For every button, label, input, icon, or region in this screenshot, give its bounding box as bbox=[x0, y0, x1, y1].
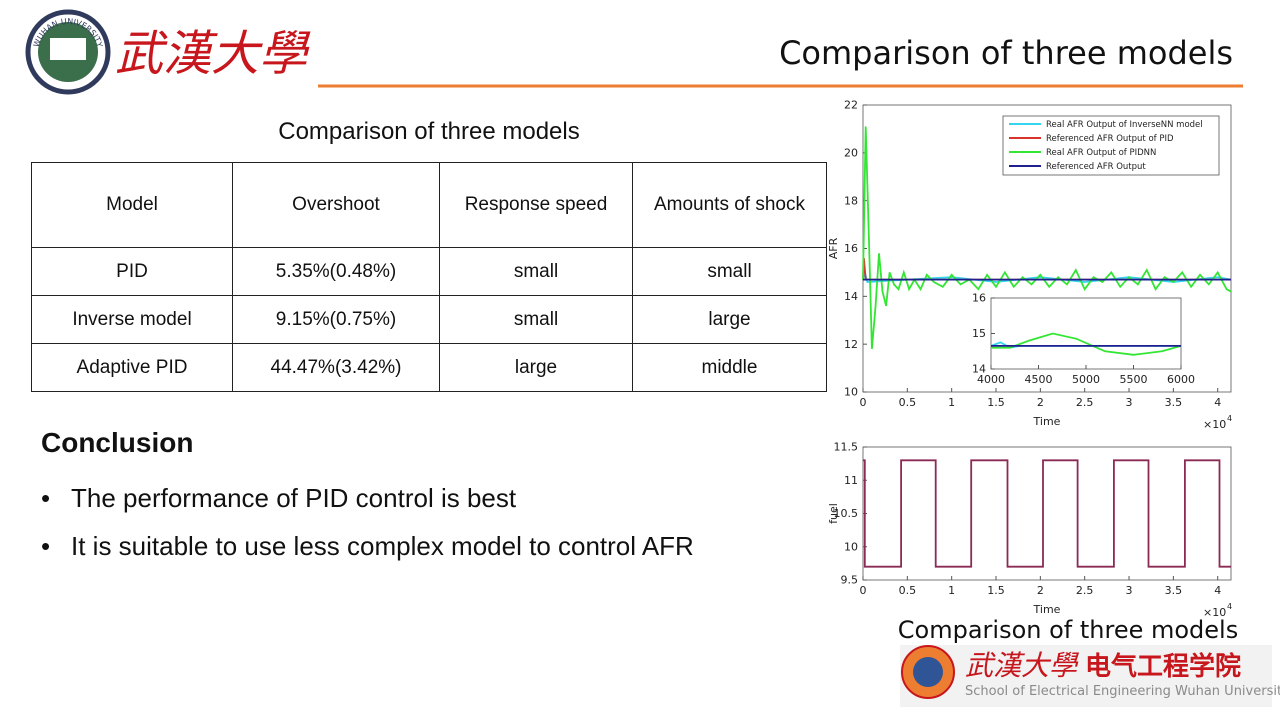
x-tick-label: 2 bbox=[1037, 396, 1044, 409]
x-multiplier-exp: 4 bbox=[1227, 414, 1232, 423]
bullet-text: It is suitable to use less complex model… bbox=[71, 531, 694, 561]
university-name: 武漢大學 bbox=[115, 26, 311, 82]
x-axis-label: Time bbox=[1033, 603, 1061, 616]
footer-seal-inner bbox=[913, 657, 943, 687]
x-tick-label: 4 bbox=[1214, 396, 1221, 409]
x-multiplier: ×10 bbox=[1203, 418, 1226, 431]
header-cell: Response speed bbox=[439, 162, 633, 248]
header-cell: Model bbox=[31, 162, 233, 248]
footer-band bbox=[900, 645, 1272, 707]
header-cell: Amounts of shock bbox=[632, 162, 827, 248]
footer-university: 武漢大學 bbox=[965, 649, 1080, 682]
x-tick-label: 1.5 bbox=[987, 396, 1005, 409]
data-line bbox=[862, 126, 1232, 349]
table-header-row: Model Overshoot Response speed Amounts o… bbox=[31, 162, 827, 248]
cell: PID bbox=[31, 247, 233, 296]
conclusion-list: • The performance of PID control is best … bbox=[41, 474, 731, 570]
y-tick-label: 10.5 bbox=[834, 507, 859, 520]
y-tick-label: 11 bbox=[844, 474, 858, 487]
figure-caption: Comparison of three models bbox=[898, 616, 1238, 644]
header-cell: Overshoot bbox=[232, 162, 440, 248]
cell: Adaptive PID bbox=[31, 343, 233, 392]
cell: middle bbox=[632, 343, 827, 392]
y-tick-label: 16 bbox=[844, 242, 858, 255]
x-tick-label: 0.5 bbox=[899, 396, 917, 409]
x-tick-label: 2.5 bbox=[1076, 584, 1094, 597]
x-multiplier: ×10 bbox=[1203, 606, 1226, 619]
plot-area bbox=[990, 297, 1182, 370]
y-tick-label: 14 bbox=[972, 363, 986, 376]
y-axis-label: AFR bbox=[827, 237, 840, 259]
data-line bbox=[863, 459, 1231, 568]
conclusion-title: Conclusion bbox=[41, 427, 194, 458]
y-axis-label: fuel bbox=[827, 503, 840, 524]
y-tick-label: 12 bbox=[844, 338, 858, 351]
x-tick-label: 4500 bbox=[1025, 373, 1053, 386]
table-title: Comparison of three models bbox=[278, 118, 580, 145]
bullet-text: The performance of PID control is best bbox=[71, 483, 517, 513]
cell: small bbox=[439, 295, 633, 344]
cell: small bbox=[632, 247, 827, 296]
y-tick-label: 9.5 bbox=[841, 574, 859, 587]
y-tick-label: 10 bbox=[844, 540, 858, 553]
x-tick-label: 3 bbox=[1126, 584, 1133, 597]
table-row: PID 5.35%(0.48%) small small bbox=[31, 247, 827, 296]
x-tick-label: 1 bbox=[948, 396, 955, 409]
y-tick-label: 15 bbox=[972, 327, 986, 340]
cell: large bbox=[439, 343, 633, 392]
x-tick-label: 1 bbox=[948, 584, 955, 597]
x-tick-label: 4 bbox=[1214, 584, 1221, 597]
x-tick-label: 3.5 bbox=[1165, 584, 1183, 597]
legend-label: Referenced AFR Output of PID bbox=[1046, 134, 1174, 144]
table-row: Adaptive PID 44.47%(3.42%) large middle bbox=[31, 343, 827, 392]
y-tick-label: 18 bbox=[844, 194, 858, 207]
x-tick-label: 0 bbox=[860, 584, 867, 597]
x-axis-label: Time bbox=[1033, 415, 1061, 428]
cell: large bbox=[632, 295, 827, 344]
x-tick-label: 5500 bbox=[1120, 373, 1148, 386]
x-tick-label: 1.5 bbox=[987, 584, 1005, 597]
x-tick-label: 6000 bbox=[1167, 373, 1195, 386]
plot-area bbox=[862, 446, 1232, 581]
y-tick-label: 16 bbox=[972, 292, 986, 305]
cell: small bbox=[439, 247, 633, 296]
legend-label: Real AFR Output of PIDNN bbox=[1046, 148, 1156, 158]
x-tick-label: 0 bbox=[860, 396, 867, 409]
y-tick-label: 20 bbox=[844, 147, 858, 160]
footer-school-en: School of Electrical Engineering Wuhan U… bbox=[965, 684, 1280, 699]
x-tick-label: 4000 bbox=[977, 373, 1005, 386]
footer-school-cn: 电气工程学院 bbox=[1085, 651, 1241, 682]
x-tick-label: 2.5 bbox=[1076, 396, 1094, 409]
legend-label: Real AFR Output of InverseNN model bbox=[1046, 120, 1203, 130]
comparison-table: Model Overshoot Response speed Amounts o… bbox=[31, 162, 827, 392]
x-tick-label: 2 bbox=[1037, 584, 1044, 597]
x-tick-label: 5000 bbox=[1072, 373, 1100, 386]
cell: 9.15%(0.75%) bbox=[232, 295, 440, 344]
cell: Inverse model bbox=[31, 295, 233, 344]
seal-building bbox=[50, 38, 86, 60]
table-row: Inverse model 9.15%(0.75%) small large bbox=[31, 295, 827, 344]
x-multiplier-exp: 4 bbox=[1227, 602, 1232, 611]
legend-label: Referenced AFR Output bbox=[1046, 162, 1146, 172]
y-tick-label: 14 bbox=[844, 290, 858, 303]
slide-title: Comparison of three models bbox=[779, 34, 1233, 72]
bullet: • It is suitable to use less complex mode… bbox=[41, 522, 731, 570]
y-tick-label: 22 bbox=[844, 99, 858, 112]
y-tick-label: 10 bbox=[844, 386, 858, 399]
cell: 5.35%(0.48%) bbox=[232, 247, 440, 296]
x-tick-label: 3 bbox=[1126, 396, 1133, 409]
x-tick-label: 3.5 bbox=[1165, 396, 1183, 409]
bullet: • The performance of PID control is best bbox=[41, 474, 731, 522]
cell: 44.47%(3.42%) bbox=[232, 343, 440, 392]
y-tick-label: 11.5 bbox=[834, 441, 859, 454]
x-tick-label: 0.5 bbox=[899, 584, 917, 597]
